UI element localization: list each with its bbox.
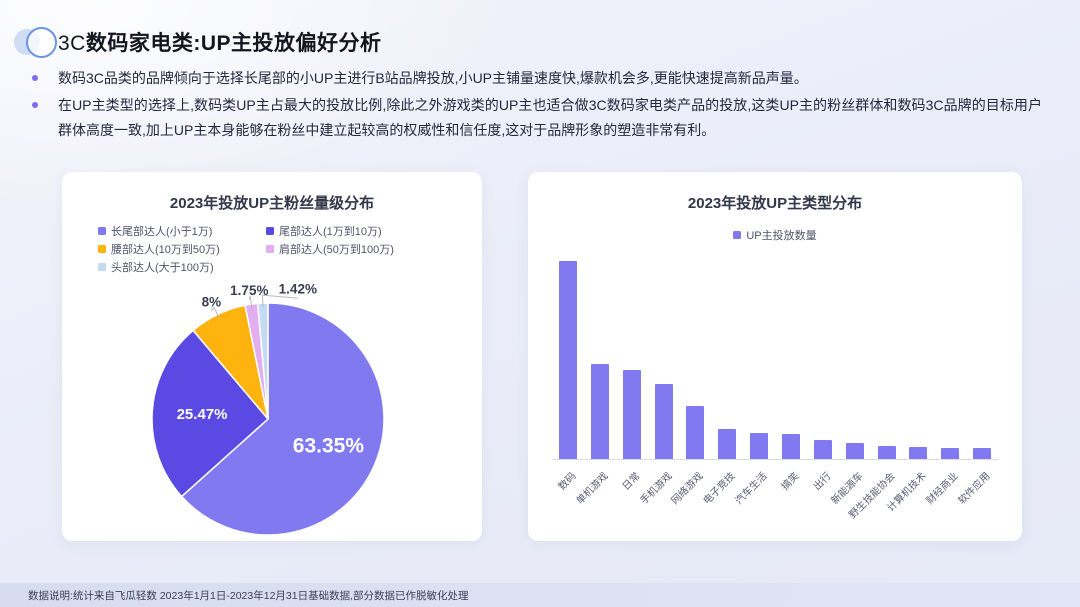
bar: [686, 405, 705, 459]
pie-chart: 63.35% 25.47% 8% 1.75% 1.42%: [62, 279, 482, 551]
footer-band: 数据说明:统计来自飞瓜轻数 2023年1月1日-2023年12月31日基础数据,…: [0, 583, 1080, 607]
legend-label: 肩部达人(50万到100万): [279, 244, 394, 256]
bar-chart-card: 2023年投放UP主类型分布 UP主投放数量 数码 单机游戏 日常 手机游戏 网络游戏电…: [528, 172, 1022, 541]
data-source-note: 数据说明:统计来自飞瓜轻数 2023年1月1日-2023年12月31日基础数据,…: [28, 590, 469, 602]
page-title-prefix: 3C: [58, 32, 86, 55]
bar-column: [679, 405, 711, 459]
pie-slice-label: 1.42%: [279, 282, 317, 297]
bar-column: [966, 448, 998, 459]
bar-column: [648, 383, 680, 459]
bar: [718, 429, 737, 459]
x-axis-label-cell: 单机游戏: [574, 460, 616, 524]
bullet-text: 在UP主类型的选择上,数码类UP主占最大的投放比例,除此之外游戏类的UP主也适合…: [58, 97, 1042, 138]
bar-column: [775, 434, 807, 459]
bar: [973, 448, 992, 459]
bar: [909, 447, 928, 459]
x-axis-label: 日常: [620, 470, 643, 493]
pie-chart-title: 2023年投放UP主粉丝量级分布: [169, 195, 375, 212]
bar-column: [807, 440, 839, 459]
legend-swatch: [266, 245, 274, 253]
pie-slice-label: 8%: [202, 294, 222, 309]
x-axis-label: 出行: [811, 470, 834, 493]
pie-legend-item: 长尾部达人(小于1万): [98, 223, 258, 239]
x-axis-label-cell: 搞笑: [775, 460, 807, 524]
bar: [941, 448, 960, 459]
legend-label: 腰部达人(10万到50万): [111, 244, 220, 256]
bar-chart-title: 2023年投放UP主类型分布: [687, 195, 863, 212]
x-axis-label-cell: 软件应用: [957, 460, 998, 524]
legend-label: UP主投放数量: [746, 230, 817, 242]
x-axis-label: 搞笑: [779, 470, 802, 493]
pie-slice-label: 25.47%: [177, 406, 228, 423]
pie-svg: 63.35% 25.47% 8% 1.75% 1.42%: [151, 282, 385, 536]
pie-chart-card: 2023年投放UP主粉丝量级分布 长尾部达人(小于1万) 尾部达人(1万到10万)…: [62, 172, 482, 541]
bullet-text: 数码3C品类的品牌倾向于选择长尾部的小UP主进行B站品牌投放,小UP主铺量速度快…: [58, 70, 808, 86]
bar: [590, 363, 609, 459]
bar-column: [934, 448, 966, 459]
bar: [558, 261, 577, 459]
pie-legend-item: 尾部达人(1万到10万): [266, 223, 446, 239]
legend-swatch: [98, 245, 106, 253]
pie-label-leader-line: [248, 296, 253, 309]
slide-header: 3C数码家电类:UP主投放偏好分析: [14, 26, 382, 58]
pie-label-leader-line: [261, 294, 298, 308]
pie-slice: [180, 302, 385, 536]
legend-swatch: [733, 231, 742, 239]
bar: [781, 434, 800, 459]
bar-column: [839, 443, 871, 459]
bullet-item: 数码3C品类的品牌倾向于选择长尾部的小UP主进行B站品牌投放,小UP主铺量速度快…: [30, 66, 1042, 91]
bar-legend-item: UP主投放数量: [733, 227, 817, 243]
legend-label: 头部达人(大于100万): [111, 262, 214, 274]
bar-column: [552, 261, 584, 459]
bullet-item: 在UP主类型的选择上,数码类UP主占最大的投放比例,除此之外游戏类的UP主也适合…: [30, 93, 1042, 143]
pie-label-leader-line: [210, 306, 220, 319]
pie-legend-item: 肩部达人(50万到100万): [266, 241, 446, 257]
bar: [877, 446, 896, 459]
bar: [750, 433, 769, 459]
bar-column: [616, 369, 648, 459]
bar-legend: UP主投放数量: [528, 227, 1022, 243]
page-title: 3C数码家电类:UP主投放偏好分析: [58, 27, 382, 57]
bar-column: [584, 363, 616, 459]
key-findings-list: 数码3C品类的品牌倾向于选择长尾部的小UP主进行B站品牌投放,小UP主铺量速度快…: [30, 66, 1042, 145]
pie-slice-label: 63.35%: [293, 434, 365, 457]
x-axis-label-cell: 汽车生活: [734, 460, 775, 524]
bar-column: [743, 433, 775, 459]
bar: [845, 443, 864, 459]
pie-legend-item: 腰部达人(10万到50万): [98, 241, 258, 257]
bullet-dot-icon: [32, 75, 38, 81]
bar-column: [871, 446, 903, 459]
legend-swatch: [98, 227, 106, 235]
bar: [654, 383, 673, 459]
legend-swatch: [98, 263, 106, 271]
bar-x-axis-labels: 数码 单机游戏 日常 手机游戏 网络游戏 电子竞技 汽车生活 搞笑 出行 新能源车 野生技能协会 计算…: [552, 460, 998, 524]
x-axis-label: 数码: [556, 470, 579, 493]
charts-row: 2023年投放UP主粉丝量级分布 长尾部达人(小于1万) 尾部达人(1万到10万)…: [62, 172, 1022, 541]
page-title-main: 数码家电类:UP主投放偏好分析: [85, 32, 382, 55]
pie-legend: 长尾部达人(小于1万) 尾部达人(1万到10万) 腰部达人(10万到50万) 肩部达人…: [98, 223, 446, 275]
bullet-dot-icon: [32, 102, 38, 108]
overlapping-circles-icon: [14, 26, 58, 58]
pie-slice-label: 1.75%: [230, 283, 268, 298]
legend-label: 尾部达人(1万到10万): [279, 226, 382, 238]
bar-column: [711, 429, 743, 459]
bar-column: [902, 447, 934, 459]
legend-swatch: [266, 227, 274, 235]
pie-legend-item: 头部达人(大于100万): [98, 259, 258, 275]
bar-plot-area: [552, 259, 998, 460]
legend-label: 长尾部达人(小于1万): [111, 226, 213, 238]
bar: [813, 440, 832, 459]
bar: [622, 369, 641, 459]
pie-slice: [151, 329, 269, 498]
